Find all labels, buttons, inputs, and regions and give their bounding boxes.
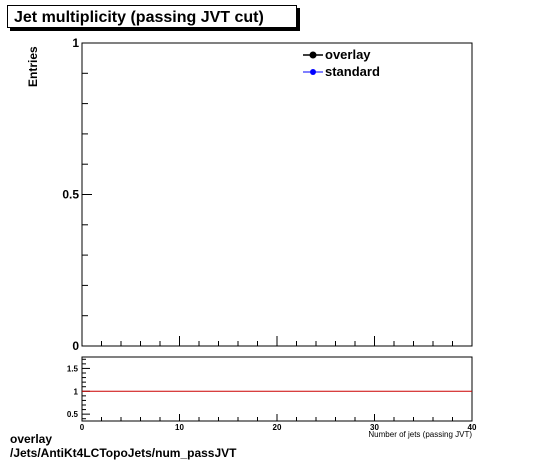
main-y-tick-label: 0.5 [62,188,79,202]
legend: overlay standard [303,47,380,79]
ratio-x-tick-label: 0 [80,423,85,432]
main-plot-frame [81,42,473,347]
chart-title: Jet multiplicity (passing JVT cut) [7,5,297,28]
x-axis-label: Number of jets (passing JVT) [368,430,472,439]
ratio-y-tick-label: 0.5 [67,410,79,419]
main-y-tick-label: 0 [72,339,79,353]
main-axes-ticks [81,42,473,347]
ratio-x-tick-label: 40 [468,423,477,432]
legend-standard-marker [310,69,316,75]
ratio-tick-labels: 0.5 1 1.5 0 10 20 30 40 [67,364,477,432]
main-tick-labels: 00.51 [62,36,79,353]
ratio-x-tick-label: 30 [370,423,379,432]
ratio-y-tick-label: 1.5 [67,364,79,373]
main-y-tick-label: 1 [72,36,79,50]
ratio-plot-frame [81,356,473,422]
ratio-y-tick-label: 1 [74,387,79,396]
ratio-axes-ticks [81,358,473,421]
footer-label-path: /Jets/AntiKt4LCTopoJets/num_passJVT [10,446,237,460]
legend-standard-label: standard [325,64,380,79]
legend-overlay-marker [309,51,317,59]
y-axis-label: Entries [26,46,40,87]
footer-label-sample: overlay [10,432,53,446]
ratio-x-tick-label: 10 [175,423,184,432]
ratio-x-tick-label: 20 [273,423,282,432]
legend-overlay-label: overlay [325,47,371,62]
